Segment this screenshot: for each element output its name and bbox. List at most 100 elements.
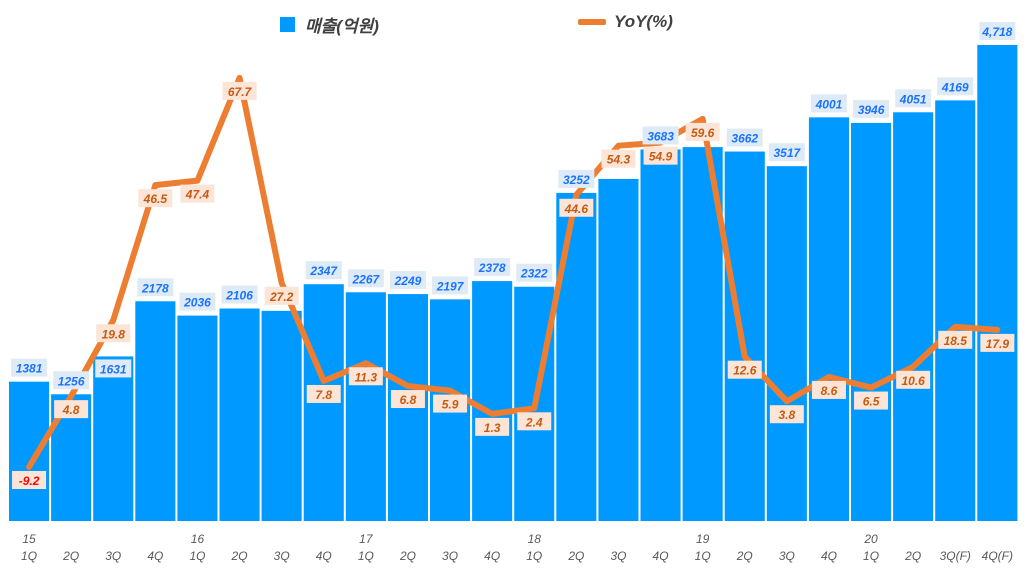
bar (598, 178, 639, 522)
yoy-label-bg (54, 400, 89, 419)
bar-label-bg (937, 77, 974, 96)
yoy-label-bg (517, 412, 552, 431)
x-year-label: 15 (22, 532, 36, 546)
yoy-label-bg (980, 333, 1015, 352)
yoy-label-bg (348, 367, 383, 386)
yoy-label: 10.6 (901, 374, 925, 388)
bar-label-bg (726, 128, 763, 147)
yoy-label-bg (12, 471, 47, 489)
bar (472, 281, 513, 521)
yoy-line (26, 74, 1001, 470)
bar-label-bg (137, 278, 174, 297)
bar-label-bg (516, 263, 553, 282)
yoy-label-bg (96, 324, 131, 343)
bar (345, 292, 386, 521)
yoy-label: 11.3 (355, 370, 378, 384)
yoy-label-bg (306, 384, 341, 403)
bar-label: 2178 (141, 281, 169, 295)
x-quarter-label: 4Q (821, 549, 837, 563)
bar (135, 301, 176, 521)
bar (261, 310, 302, 521)
bar-label-bg (558, 169, 595, 188)
x-quarter-label: 3Q(F) (940, 549, 971, 563)
yoy-label: 6.8 (400, 393, 417, 407)
bar-label: 2378 (478, 261, 506, 275)
x-quarter-label: 3Q (610, 549, 626, 563)
yoy-label: 3.8 (779, 408, 796, 422)
x-quarter-label: 4Q (147, 549, 163, 563)
x-quarter-label: 4Q (653, 549, 669, 563)
x-quarter-label: 1Q (526, 549, 542, 563)
x-quarter-label: 3Q (274, 549, 290, 563)
bar-label: 2267 (351, 272, 380, 286)
yoy-label: 18.5 (944, 334, 968, 348)
bar-label-bg (853, 99, 890, 118)
yoy-label-bg (222, 81, 257, 100)
bar (640, 149, 681, 521)
yoy-label-bg (601, 149, 636, 168)
yoy-label-bg (180, 184, 215, 203)
bar-label: 3252 (563, 173, 590, 187)
bar-label: 2322 (520, 267, 548, 281)
bar-label: 3662 (731, 132, 758, 146)
legend-revenue: 매출(억원) (280, 12, 379, 37)
bar-label-bg (95, 359, 132, 378)
yoy-label: 12.6 (733, 364, 757, 378)
yoy-label: -9.2 (19, 474, 40, 488)
bar-label: 3946 (858, 103, 885, 117)
yoy-label: 54.9 (649, 150, 673, 164)
x-quarter-label: 2Q (231, 549, 248, 563)
yoy-label: 8.6 (821, 384, 838, 398)
yoy-label: 2.4 (525, 415, 543, 429)
x-quarter-label: 2Q (904, 549, 921, 563)
yoy-label: 4.8 (62, 403, 80, 417)
yoy-label: 5.9 (442, 398, 459, 412)
legend-swatch-line (578, 19, 606, 25)
bar-label: 2347 (309, 264, 338, 278)
bar (851, 122, 892, 521)
bar-label: 2249 (394, 274, 422, 288)
bar-label-bg (810, 94, 847, 113)
bar-label: 1631 (100, 362, 127, 376)
x-quarter-label: 2Q (736, 549, 753, 563)
bar-label: 4,718 (981, 25, 1012, 39)
x-quarter-label: 3Q (442, 549, 458, 563)
x-quarter-label: 1Q (863, 549, 879, 563)
bar (177, 315, 218, 521)
x-quarter-label: 1Q (189, 549, 205, 563)
yoy-label: 44.6 (564, 202, 589, 216)
x-year-label: 17 (359, 532, 374, 546)
bar (977, 45, 1018, 521)
bar-label-bg (432, 276, 469, 295)
legend-label-yoy: YoY(%) (614, 12, 673, 31)
yoy-label: 54.3 (607, 153, 631, 167)
bar-label-bg (768, 143, 805, 162)
x-year-label: 19 (696, 532, 710, 546)
yoy-label-bg (769, 405, 804, 424)
yoy-label: 17.9 (986, 337, 1010, 351)
x-year-label: 18 (528, 532, 542, 546)
bar-label: 2106 (225, 289, 253, 303)
yoy-label-bg (390, 390, 425, 409)
yoy-label: 19.8 (102, 327, 126, 341)
bar-label: 2197 (436, 279, 465, 293)
yoy-label-bg (811, 380, 846, 399)
bar (93, 356, 134, 521)
bar-label: 1256 (58, 374, 85, 388)
legend-yoy: YoY(%) (578, 12, 673, 32)
yoy-label-bg (727, 360, 762, 379)
bar-label-bg (305, 261, 342, 280)
x-quarter-label: 3Q (779, 549, 795, 563)
bar (556, 192, 597, 522)
bar-label-bg (11, 358, 48, 377)
x-quarter-label: 1Q (21, 549, 37, 563)
yoy-label: 7.8 (315, 388, 332, 402)
bar-label: 4001 (815, 97, 843, 111)
bar-label: 4051 (899, 92, 927, 106)
x-quarter-label: 4Q (484, 549, 500, 563)
x-quarter-label: 1Q (358, 549, 374, 563)
yoy-label-bg (264, 286, 299, 305)
bar-label-bg (895, 89, 932, 108)
bar (724, 151, 765, 522)
bar-label-bg (979, 22, 1016, 40)
